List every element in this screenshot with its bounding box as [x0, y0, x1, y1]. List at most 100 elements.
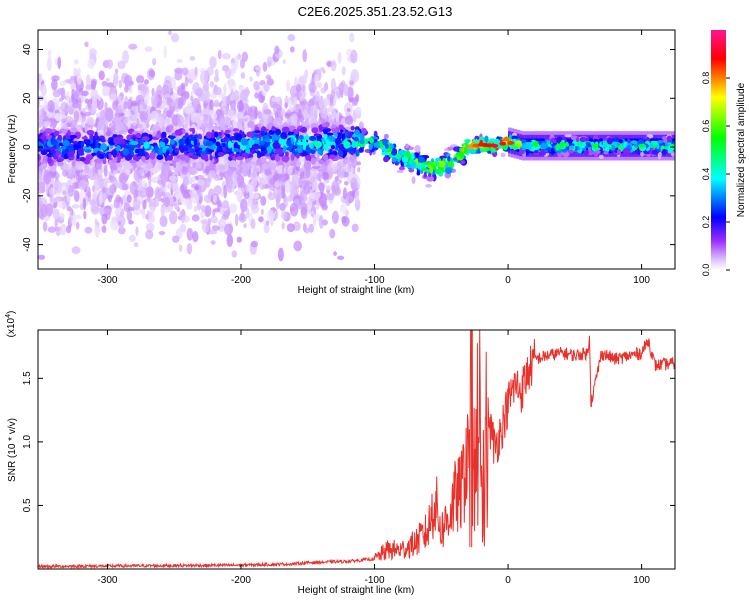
- spectrogram-noise-mark: [250, 218, 256, 230]
- spectrogram-ridge-mark: [519, 149, 525, 155]
- spectrogram-noise-mark: [349, 80, 355, 86]
- spectrogram-noise-mark: [262, 178, 267, 184]
- spectrogram-noise-mark: [78, 179, 87, 191]
- spectrogram-ridge-mark: [663, 136, 668, 144]
- spectrogram-ridge-mark: [237, 118, 246, 123]
- spectrogram-noise-mark: [223, 83, 227, 95]
- spectrogram-noise-mark: [325, 184, 333, 191]
- spectrogram-noise-mark: [117, 60, 126, 70]
- spectrogram-ridge-mark: [128, 144, 134, 152]
- spectrogram-noise-mark: [196, 87, 204, 98]
- spectrogram-noise-mark: [268, 177, 276, 186]
- spectrogram-ridge-mark: [623, 143, 627, 148]
- spectrogram-noise-mark: [128, 43, 138, 50]
- spectrogram-noise-mark: [109, 183, 117, 194]
- spectrogram-ridge-mark: [306, 147, 312, 154]
- spectrogram-noise-mark: [154, 190, 162, 199]
- spectrogram-noise-mark: [265, 220, 270, 226]
- spectrogram-ridge-mark: [211, 129, 215, 136]
- spectrogram-noise-mark: [246, 168, 251, 178]
- spectrogram-ridge-mark: [447, 146, 454, 151]
- spectrogram-ridge-mark: [135, 161, 144, 167]
- colorbar-gradient: [711, 30, 726, 270]
- spectrogram-noise-mark: [208, 100, 214, 111]
- spectrogram-ridge-mark: [394, 162, 399, 166]
- spectrogram-ridge-mark: [202, 125, 206, 133]
- spectrogram-noise-mark: [72, 101, 80, 109]
- spectrogram-ridge-mark: [555, 144, 560, 151]
- spectrogram-noise-mark: [224, 223, 234, 236]
- spectrogram-noise-mark: [140, 84, 147, 99]
- x-tick-label: -200: [231, 275, 251, 286]
- spectrogram-ridge-mark: [438, 160, 446, 168]
- spectrogram-noise-mark: [305, 199, 313, 210]
- spectrogram-noise-mark: [123, 101, 128, 110]
- spectrogram-ridge-mark: [649, 143, 654, 149]
- spectrogram-noise-mark: [98, 70, 105, 81]
- spectrogram-noise-mark: [236, 236, 243, 243]
- spectrogram-ridge-mark: [362, 127, 367, 135]
- spectrogram-noise-mark: [51, 75, 60, 82]
- spectrogram-noise-mark: [217, 225, 226, 232]
- spectrogram-noise-mark: [163, 196, 170, 208]
- spectrogram-ridge-mark: [268, 162, 274, 168]
- spectrogram-noise-mark: [212, 86, 222, 96]
- spectrogram-noise-mark: [240, 72, 246, 79]
- spectrogram-ridge-mark: [169, 124, 174, 131]
- spectrogram-noise-mark: [330, 59, 337, 72]
- spectrogram-noise-mark: [318, 169, 322, 183]
- spectrogram-ridge-mark: [667, 145, 674, 154]
- spectrogram-noise-mark: [115, 120, 124, 131]
- spectrogram-ridge-mark: [328, 154, 336, 160]
- spectrogram-noise-mark: [85, 116, 95, 126]
- spectrogram-ridge-mark: [100, 143, 108, 151]
- spectrogram-ridge-mark: [568, 149, 574, 153]
- spectrogram-ridge-mark: [38, 145, 44, 151]
- spectrogram-noise-mark: [213, 76, 220, 82]
- spectrogram-noise-mark: [135, 107, 139, 117]
- spectrogram-noise-mark: [82, 197, 87, 211]
- spectrogram-ridge-mark: [241, 162, 248, 169]
- spectrogram-ridge-mark: [264, 138, 271, 143]
- spectrogram-ridge-mark: [156, 154, 164, 160]
- spectrogram-ridge-mark: [166, 155, 173, 161]
- spectrogram-ridge-mark: [408, 146, 414, 151]
- spectrogram-noise-mark: [286, 223, 295, 233]
- spectrogram-noise-mark: [250, 204, 260, 214]
- spectrogram-noise-mark: [210, 240, 216, 245]
- spectrogram-ridge-mark: [540, 142, 549, 150]
- spectrogram-ridge-mark: [224, 129, 231, 133]
- spectrogram-ridge-mark: [290, 153, 295, 161]
- snr-xlabel: Height of straight line (km): [298, 585, 415, 596]
- spectrogram-noise-mark: [294, 92, 303, 97]
- spectrogram-ridge-mark: [195, 147, 204, 151]
- spectrogram-noise-mark: [219, 207, 224, 215]
- spectrogram-ridge-mark: [112, 149, 118, 158]
- spectrogram-noise-mark: [265, 74, 272, 80]
- spectrogram-ridge-mark: [161, 131, 167, 138]
- spectrogram-noise-mark: [76, 73, 82, 85]
- spectrogram-noise-mark: [263, 83, 270, 92]
- snr-frame: [37, 329, 676, 570]
- spectrogram-ridge-mark: [487, 150, 492, 154]
- spectrogram-noise-mark: [192, 231, 199, 243]
- spectrogram-ridge-mark: [245, 147, 251, 155]
- spectrogram-noise-mark: [99, 205, 107, 217]
- spectrogram-noise-mark: [273, 173, 282, 179]
- spectrogram-noise-mark: [186, 227, 194, 241]
- spectrogram-noise-mark: [280, 108, 286, 117]
- spectrogram-noise-mark: [109, 165, 118, 170]
- spectrogram-noise-mark: [180, 82, 186, 90]
- spectrogram-noise-mark: [104, 107, 114, 122]
- spectrogram-noise-mark: [274, 181, 280, 188]
- spectrogram-noise-mark: [287, 34, 296, 42]
- spectrogram-noise-mark: [156, 84, 163, 97]
- spectrogram-noise-mark: [186, 243, 193, 255]
- spectrogram-ridge-mark: [322, 154, 329, 161]
- spectrogram-ridge-mark: [264, 153, 270, 157]
- spectrogram-noise-mark: [337, 51, 342, 64]
- spectrogram-ridge-mark: [298, 125, 302, 130]
- spectrogram-ridge-mark: [188, 167, 195, 174]
- spectrogram-ridge-mark: [250, 148, 256, 153]
- spectrogram-noise-mark: [108, 93, 118, 102]
